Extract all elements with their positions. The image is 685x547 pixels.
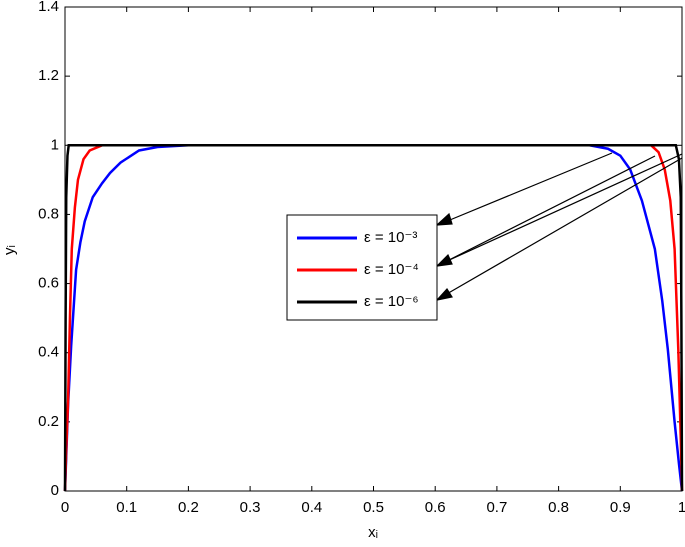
x-tick-label: 0.7 <box>486 499 507 516</box>
y-axis-label: yᵢ <box>1 245 18 255</box>
y-tick-label: 0.4 <box>38 344 59 361</box>
x-axis-label: xᵢ <box>368 524 378 541</box>
x-tick-label: 0.9 <box>610 499 631 516</box>
series-line <box>63 144 684 492</box>
x-tick-label: 0.4 <box>301 499 322 516</box>
y-tick-label: 1 <box>51 136 59 153</box>
x-tick-label: 0.5 <box>363 499 384 516</box>
x-tick-label: 0.6 <box>425 499 446 516</box>
y-tick-label: 1.2 <box>38 67 59 84</box>
x-tick-label: 0.2 <box>178 499 199 516</box>
x-tick-label: 0.1 <box>116 499 137 516</box>
x-tick-label: 1 <box>678 499 685 516</box>
legend-label: ε = 10⁻⁶ <box>364 293 419 310</box>
legend-label: ε = 10⁻⁴ <box>364 261 419 278</box>
y-tick-label: 0.6 <box>38 275 59 292</box>
legend-label: ε = 10⁻³ <box>364 229 417 246</box>
annotation-arrows <box>435 152 683 301</box>
y-tick-label: 0 <box>51 482 59 499</box>
x-tick-label: 0.3 <box>240 499 261 516</box>
y-tick-label: 0.8 <box>38 205 59 222</box>
y-tick-label: 1.4 <box>38 0 59 15</box>
x-tick-label: 0.8 <box>548 499 569 516</box>
x-tick-label: 0 <box>61 499 69 516</box>
legend: ε = 10⁻³ ε = 10⁻⁴ ε = 10⁻⁶ <box>286 214 438 321</box>
plot-area: 0 0.1 0.2 0.3 0.4 0.5 0.6 0.7 0.8 0.9 1 0 0.2 0.4 0.6 0… <box>38 0 685 516</box>
y-tick-label: 0.2 <box>38 413 59 430</box>
